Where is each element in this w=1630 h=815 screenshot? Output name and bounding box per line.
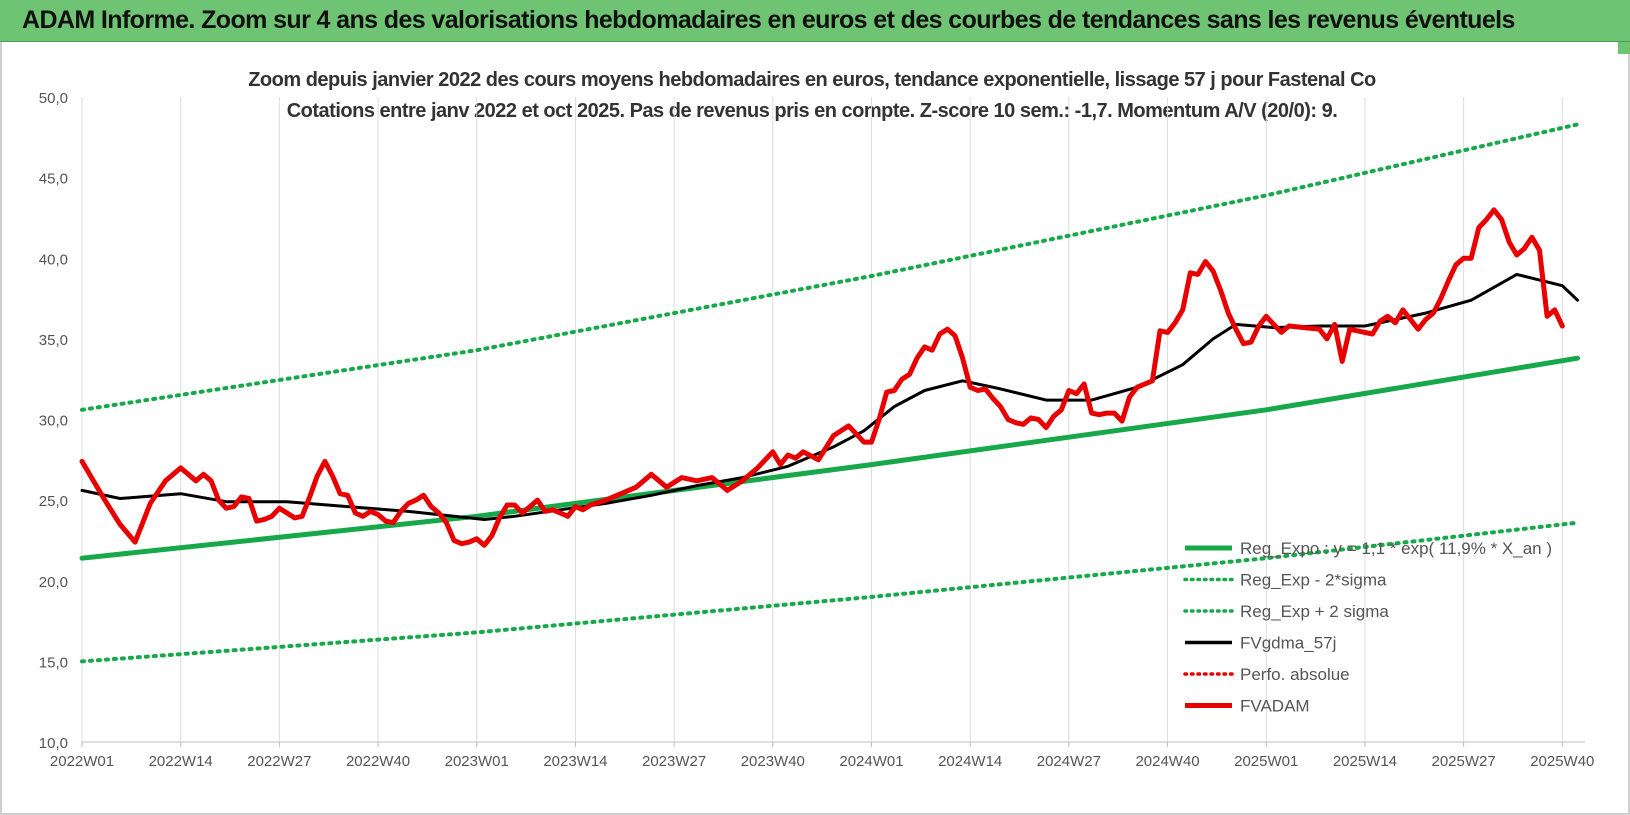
y-tick-label: 25,0	[39, 493, 68, 510]
series-line-5	[79, 207, 1565, 548]
chart-title-line1: Zoom depuis janvier 2022 des cours moyen…	[248, 69, 1376, 91]
y-axis: 10,0 15,0 20,0 25,0 30,0 35,0 40,0 45,0 50,0	[39, 90, 68, 752]
x-tick-label: 2023W14	[543, 753, 607, 770]
chart-title-line2: Cotations entre janv 2022 et oct 2025. P…	[287, 100, 1338, 122]
x-tick-label: 2025W40	[1530, 753, 1594, 770]
x-tick-label: 2022W14	[149, 753, 213, 770]
x-tick-label: 2025W01	[1234, 753, 1298, 770]
x-axis: 2022W01 2022W14 2022W27 2022W40 2023W01 2023W…	[50, 741, 1594, 770]
legend-label-5: FVADAM	[1240, 697, 1310, 716]
x-tick-label: 2025W14	[1333, 753, 1397, 770]
x-tick-label: 2024W40	[1135, 753, 1199, 770]
series-line-2	[80, 122, 1580, 412]
x-tick-label: 2022W01	[50, 753, 114, 770]
x-tick-label: 2022W27	[247, 753, 311, 770]
x-tick-label: 2024W14	[938, 753, 1002, 770]
legend-label-0: Reg_Expo : y = 1,1 * exp( 11,9% * X_an )	[1240, 539, 1552, 558]
x-tick-label: 2022W40	[346, 753, 410, 770]
banner-corner-tab	[1618, 42, 1630, 54]
chart-frame	[0, 42, 1630, 815]
series-line-1	[80, 520, 1580, 664]
x-tick-label: 2023W27	[642, 753, 706, 770]
y-tick-label: 30,0	[39, 413, 68, 430]
y-tick-label: 35,0	[39, 332, 68, 349]
report-banner: ADAM Informe. Zoom sur 4 ans des valoris…	[0, 0, 1630, 42]
series-line-0	[79, 355, 1580, 561]
series-lines	[79, 122, 1580, 664]
y-tick-label: 20,0	[39, 574, 68, 591]
y-tick-label: 10,0	[39, 735, 68, 752]
x-tick-label: 2023W01	[445, 753, 509, 770]
report-title: ADAM Informe. Zoom sur 4 ans des valoris…	[22, 6, 1515, 34]
legend: Reg_Expo : y = 1,1 * exp( 11,9% * X_an )…	[1183, 539, 1552, 716]
y-tick-label: 50,0	[39, 90, 68, 107]
y-tick-label: 40,0	[39, 251, 68, 268]
legend-label-1: Reg_Exp - 2*sigma	[1240, 571, 1387, 590]
x-tick-label: 2024W27	[1037, 753, 1101, 770]
x-tick-label: 2023W40	[741, 753, 805, 770]
x-tick-label: 2024W01	[839, 753, 903, 770]
vertical-gridlines	[81, 97, 1563, 742]
legend-label-4: Perfo. absolue	[1240, 665, 1350, 684]
legend-label-2: Reg_Exp + 2 sigma	[1240, 602, 1389, 621]
y-tick-label: 15,0	[39, 654, 68, 671]
x-tick-label: 2025W27	[1432, 753, 1496, 770]
legend-label-3: FVgdma_57j	[1240, 634, 1336, 653]
y-tick-label: 45,0	[39, 171, 68, 188]
